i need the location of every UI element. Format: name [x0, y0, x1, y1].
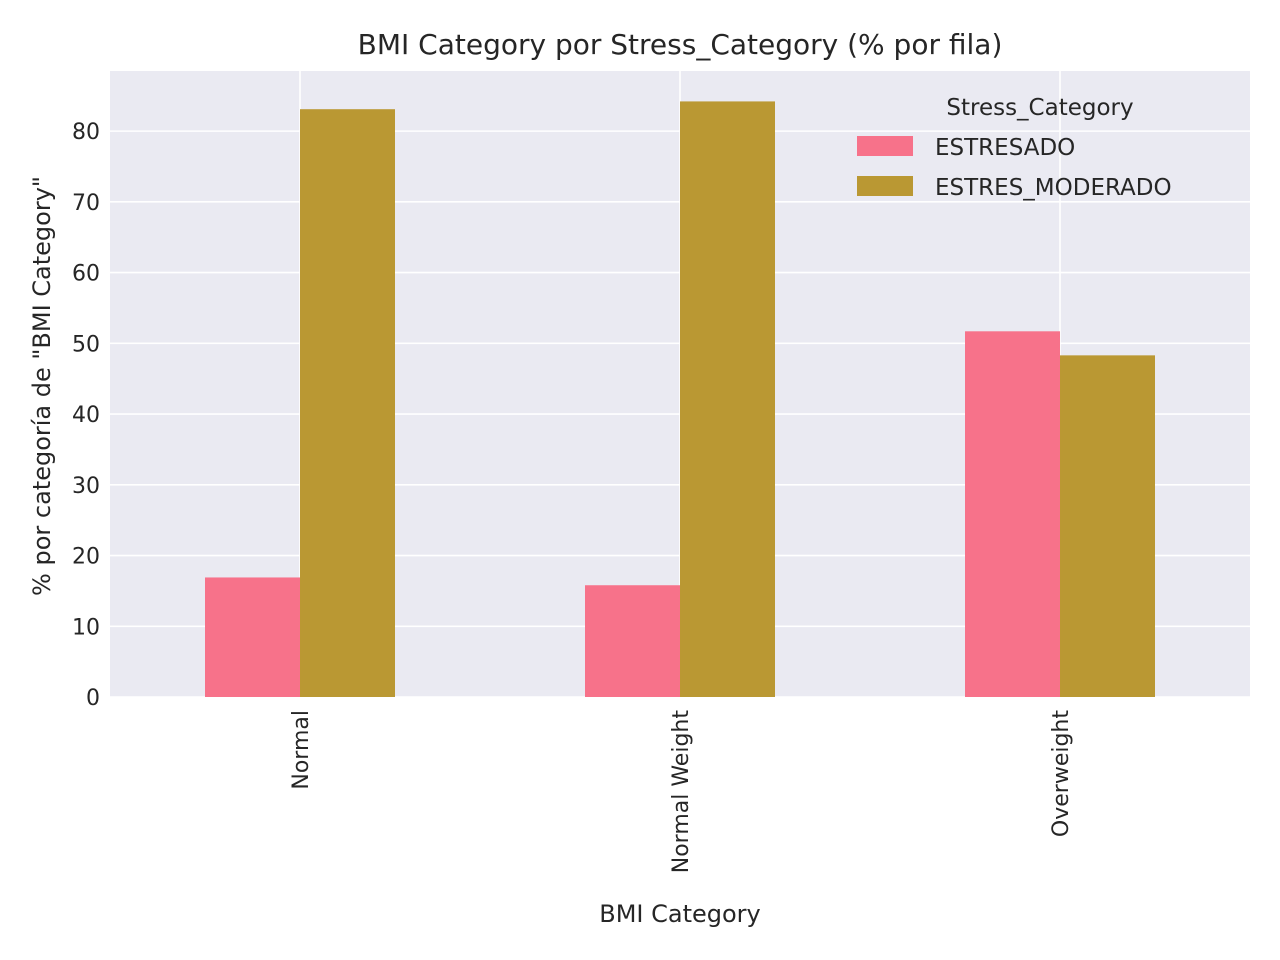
- x-tick-label: Normal: [289, 710, 314, 790]
- x-axis-label: BMI Category: [599, 900, 761, 928]
- y-tick-label: 80: [72, 120, 100, 145]
- x-tick-label: Normal Weight: [669, 710, 694, 874]
- legend-items: ESTRESADO ESTRES_MODERADO: [857, 135, 1172, 201]
- y-axis-ticks: 0 10 20 30 40 50 60 70 80: [72, 120, 100, 711]
- legend-label: ESTRESADO: [935, 135, 1075, 161]
- y-tick-label: 0: [86, 686, 100, 711]
- bar-estresado-0: [205, 577, 300, 697]
- chart-title: BMI Category por Stress_Category (% por …: [358, 28, 1003, 61]
- x-tick-label: Overweight: [1049, 710, 1074, 837]
- y-tick-label: 30: [72, 474, 100, 499]
- y-tick-label: 40: [72, 403, 100, 428]
- y-tick-label: 50: [72, 332, 100, 357]
- y-tick-label: 60: [72, 262, 100, 287]
- legend-swatch: [857, 176, 913, 196]
- bar-estres-moderado-0: [300, 109, 395, 698]
- bar-estresado-1: [585, 585, 680, 697]
- y-axis-label: % por categoría de "BMI Category": [28, 176, 56, 596]
- y-tick-label: 10: [72, 615, 100, 640]
- bars: [205, 101, 1155, 698]
- legend: Stress_Category ESTRESADO ESTRES_MODERADO: [857, 95, 1172, 201]
- y-tick-label: 20: [72, 545, 100, 570]
- bar-estres-moderado-2: [1060, 355, 1155, 697]
- y-tick-label: 70: [72, 191, 100, 216]
- legend-swatch: [857, 136, 913, 156]
- bar-estresado-2: [965, 331, 1060, 697]
- x-axis-ticks: Normal Normal Weight Overweight: [289, 710, 1074, 874]
- bar-estres-moderado-1: [680, 101, 775, 697]
- legend-title: Stress_Category: [946, 95, 1133, 121]
- legend-label: ESTRES_MODERADO: [935, 175, 1172, 201]
